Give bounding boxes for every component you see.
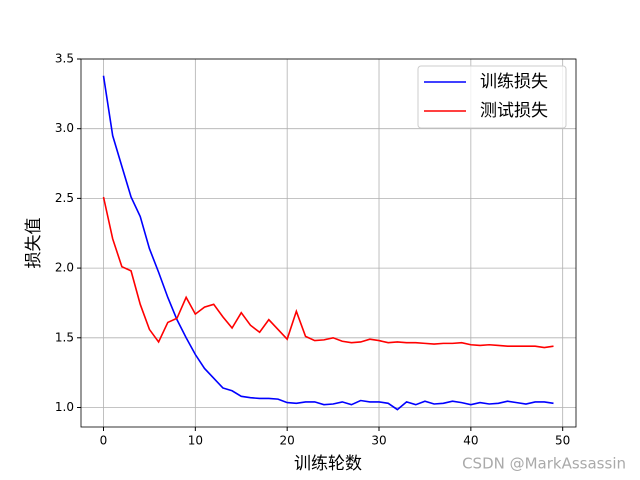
y-tick-label: 2.5 [55,191,74,205]
y-tick-label: 3.0 [55,121,74,135]
y-tick-label: 1.0 [55,400,74,414]
y-tick-label: 3.5 [55,52,74,66]
y-tick-label: 1.5 [55,330,74,344]
x-tick-label: 10 [188,434,203,448]
x-tick-label: 0 [100,434,108,448]
x-tick-label: 50 [555,434,570,448]
watermark: CSDN @MarkAssassin [462,455,626,473]
x-axis-label: 训练轮数 [294,454,362,474]
x-tick-label: 40 [463,434,478,448]
legend-label: 测试损失 [480,101,548,121]
line-series [102,196,554,349]
legend-label: 训练损失 [480,72,548,92]
x-tick-label: 20 [280,434,295,448]
axes-frame [80,58,577,428]
y-axis-label: 损失值 [24,218,44,269]
x-tick-label: 30 [371,434,386,448]
y-tick-label: 2.0 [55,261,74,275]
line-series [102,75,554,411]
